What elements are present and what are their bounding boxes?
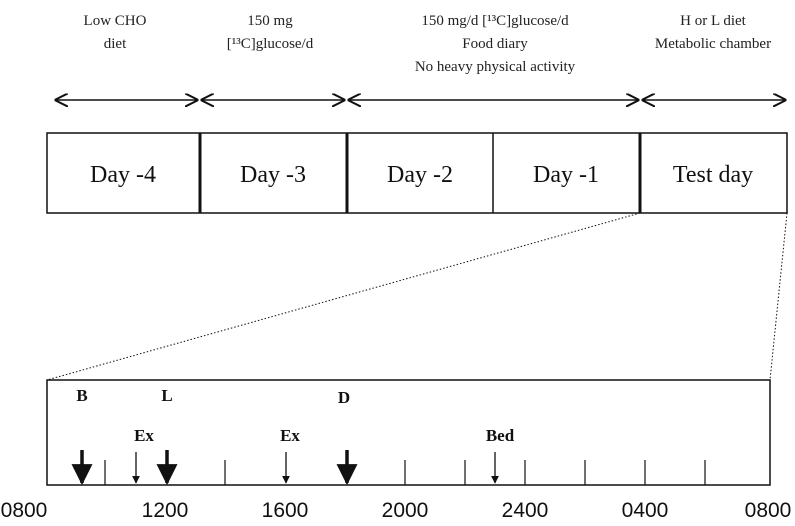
phase-notes: Low CHO diet 150 mg [¹³C]glucose/d 150 m… (84, 13, 772, 75)
event-label: B (76, 386, 87, 405)
zoom-line (769, 212, 788, 381)
event-label: Bed (486, 426, 515, 445)
day-label: Day -1 (533, 162, 599, 188)
day-boxes: Day -4 Day -3 Day -2 Day -1 Test day (46, 132, 788, 214)
time-label: 2000 (382, 499, 429, 522)
note: [¹³C]glucose/d (227, 36, 314, 52)
time-label: 2400 (502, 499, 549, 522)
day-label: Day -2 (387, 162, 453, 188)
time-label: 0400 (622, 499, 669, 522)
event-label: L (161, 386, 172, 405)
event-label: Ex (134, 426, 154, 445)
time-label: 0800 (745, 499, 792, 522)
hour-ticks (104, 460, 706, 485)
note: 150 mg (247, 13, 293, 29)
note: No heavy physical activity (415, 59, 576, 75)
day-label: Test day (673, 162, 753, 188)
note: Metabolic chamber (655, 36, 771, 52)
event-label: D (338, 388, 350, 407)
event-label: Ex (280, 426, 300, 445)
time-label: 1200 (142, 499, 189, 522)
note: Food diary (462, 36, 528, 52)
event-arrows (71, 450, 499, 486)
zoom-line (46, 212, 641, 381)
day-row (46, 132, 788, 214)
note: diet (104, 36, 127, 52)
note: Low CHO (84, 13, 147, 29)
timeline-box (46, 379, 771, 486)
day-label: Day -3 (240, 162, 306, 188)
note: H or L diet (680, 13, 747, 29)
day-label: Day -4 (90, 162, 156, 188)
note: 150 mg/d [¹³C]glucose/d (421, 13, 569, 29)
timeline: B L D Ex Ex Bed 0800 1200 1600 2000 2400… (1, 379, 792, 522)
time-label: 0800 (1, 499, 48, 522)
time-label: 1600 (262, 499, 309, 522)
